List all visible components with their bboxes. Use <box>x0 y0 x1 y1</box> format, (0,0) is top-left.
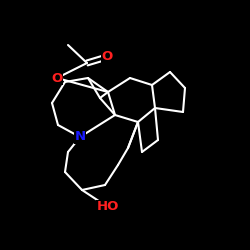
Text: O: O <box>102 50 112 64</box>
Text: O: O <box>52 72 62 85</box>
Text: N: N <box>74 130 86 143</box>
Text: HO: HO <box>97 200 119 213</box>
